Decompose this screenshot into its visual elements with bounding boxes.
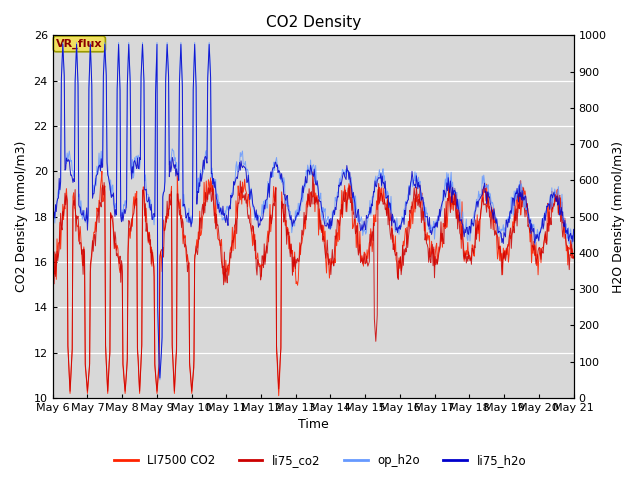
Y-axis label: H2O Density (mmol/m3): H2O Density (mmol/m3) bbox=[612, 141, 625, 293]
Title: CO2 Density: CO2 Density bbox=[266, 15, 361, 30]
Y-axis label: CO2 Density (mmol/m3): CO2 Density (mmol/m3) bbox=[15, 141, 28, 292]
Legend: LI7500 CO2, li75_co2, op_h2o, li75_h2o: LI7500 CO2, li75_co2, op_h2o, li75_h2o bbox=[109, 449, 531, 472]
Text: VR_flux: VR_flux bbox=[56, 39, 102, 49]
X-axis label: Time: Time bbox=[298, 419, 328, 432]
